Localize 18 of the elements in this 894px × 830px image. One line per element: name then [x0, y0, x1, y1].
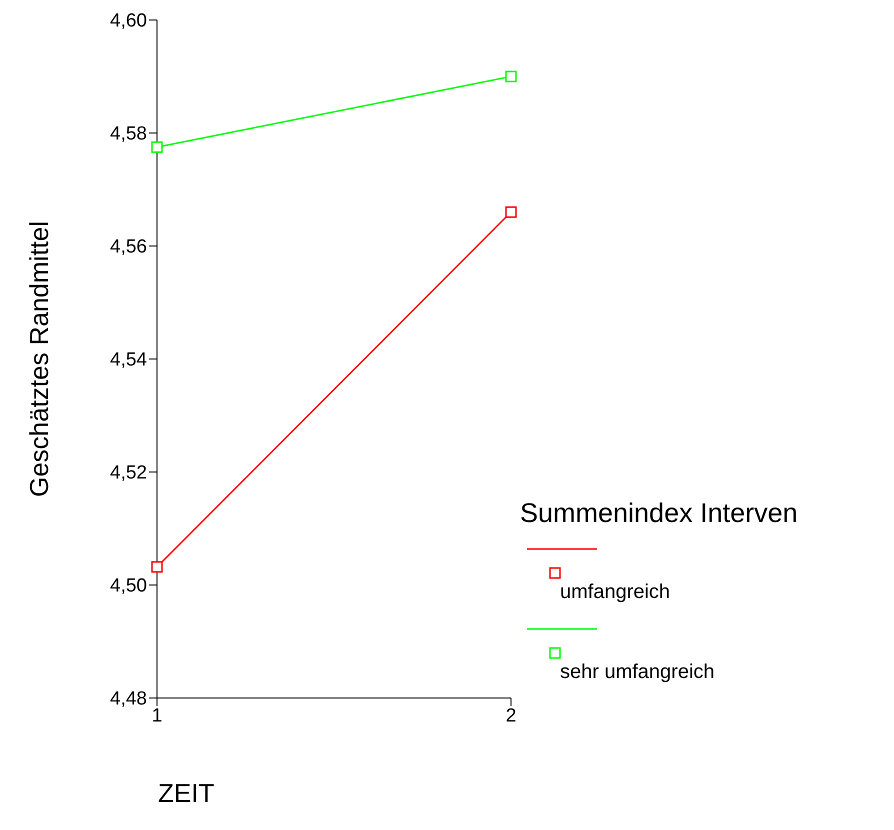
y-tick-label: 4,48	[110, 688, 147, 710]
point	[505, 206, 517, 218]
legend-title: Summenindex Interven	[520, 498, 798, 529]
x-axis-title: ZEIT	[158, 778, 214, 809]
x-tick-label: 2	[506, 705, 516, 726]
y-axis-title: Geschätztes Randmittel	[24, 220, 54, 498]
y-tick-label: 4,54	[110, 350, 148, 371]
point	[505, 70, 517, 82]
y-tick-label: 4,52	[110, 462, 147, 484]
legend-label: umfangreich	[560, 581, 670, 604]
point	[151, 141, 163, 153]
y-tick-label: 4,58	[110, 124, 147, 145]
x-tick-label: 1	[152, 705, 162, 726]
legend-label: sehr umfangreich	[560, 661, 715, 684]
y-tick-label: 4,56	[110, 236, 147, 258]
point	[151, 561, 163, 573]
y-tick-label: 4,60	[110, 10, 147, 32]
y-tick-label: 4,50	[110, 576, 147, 597]
